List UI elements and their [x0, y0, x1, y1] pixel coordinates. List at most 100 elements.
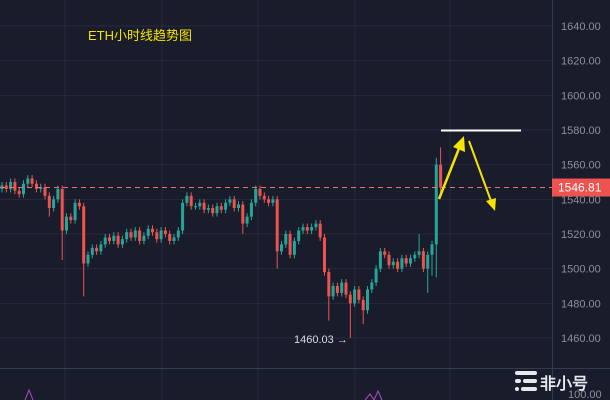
candle-up	[194, 206, 197, 208]
candle-up	[112, 235, 116, 241]
candle-down	[17, 190, 21, 195]
candle-up	[284, 233, 288, 245]
candle-up	[314, 223, 318, 228]
candle-up	[271, 199, 275, 203]
candle-up	[22, 183, 25, 195]
candle-down	[155, 232, 159, 240]
candle-up	[391, 261, 395, 266]
y-tick-label: 1640.00	[561, 21, 601, 33]
y-tick-label: 1580.00	[561, 125, 601, 137]
watermark-text: 非小号	[540, 374, 588, 393]
candle-up	[26, 178, 30, 184]
candle-up	[172, 237, 176, 241]
candle-down	[77, 202, 81, 207]
candle-up	[417, 251, 421, 255]
candle-down	[439, 164, 443, 188]
y-tick-label: 1500.00	[561, 264, 601, 276]
candle-down	[267, 199, 271, 203]
candle-up	[99, 244, 103, 252]
candle-down	[43, 187, 47, 196]
y-tick-label: 1620.00	[561, 56, 601, 68]
candle-up	[142, 235, 146, 241]
candle-up	[430, 244, 434, 255]
y-axis[interactable]: 1640.00 1620.00 1600.00 1580.00 1560.00 1540.…	[561, 21, 601, 345]
candle-down	[241, 204, 245, 224]
candle-up	[120, 239, 124, 245]
candle-down	[305, 227, 309, 231]
candle-up	[292, 240, 296, 255]
candle-up	[434, 164, 438, 245]
last-price-label: 1546.81	[558, 181, 602, 195]
candle-down	[361, 299, 365, 311]
candle-down	[189, 195, 193, 207]
candle-up	[426, 254, 430, 269]
candle-down	[383, 251, 387, 255]
candle-up	[340, 282, 344, 293]
candle-up	[39, 187, 43, 189]
candle-down	[116, 235, 120, 245]
candle-down	[211, 207, 215, 214]
candle-down	[138, 230, 142, 241]
y-tick-label: 1560.00	[561, 160, 601, 172]
grid-lines	[0, 0, 552, 400]
indicator-tick: 100.00	[568, 389, 602, 400]
candle-down	[288, 233, 292, 255]
candle-up	[65, 216, 68, 231]
candle-up	[245, 216, 249, 224]
y-tick-label: 1540.00	[561, 194, 601, 206]
candle-down	[348, 294, 352, 304]
candle-down	[357, 289, 361, 300]
candle-down	[404, 258, 408, 264]
candle-down	[318, 223, 322, 238]
candle-up	[301, 227, 305, 231]
candle-down	[344, 282, 348, 295]
candle-down	[335, 285, 339, 293]
candle-down	[232, 199, 236, 208]
candle-down	[34, 183, 38, 189]
candle-down	[323, 237, 326, 273]
candle-up	[52, 199, 56, 208]
candle-up	[413, 254, 417, 259]
candle-down	[258, 188, 262, 196]
candle-up	[206, 207, 210, 210]
y-tick-label: 1600.00	[561, 90, 601, 102]
candle-down	[95, 247, 99, 252]
candle-up	[9, 181, 13, 189]
candle-up	[181, 202, 185, 231]
candle-up	[224, 202, 228, 210]
last-price-tag: 1546.81	[552, 178, 610, 197]
chart-title: ETH小时线趋势图	[88, 28, 192, 43]
candle-down	[421, 251, 425, 269]
candle-up	[370, 282, 374, 290]
candle-up	[353, 289, 357, 304]
up-arrow-annotation	[437, 136, 465, 200]
candle-up	[198, 202, 202, 207]
candle-down	[13, 181, 17, 191]
candle-up	[73, 202, 77, 221]
candle-up	[176, 230, 180, 238]
candle-up	[228, 199, 232, 203]
candle-up	[237, 204, 240, 208]
candle-up	[310, 227, 314, 231]
candle-down	[151, 228, 154, 233]
candle-up	[185, 195, 189, 203]
candle-down	[47, 195, 51, 208]
candle-up	[56, 188, 60, 200]
candle-down	[30, 178, 34, 184]
candle-down	[219, 206, 223, 210]
candle-up	[297, 230, 301, 241]
candle-up	[280, 244, 283, 252]
candle-up	[86, 254, 90, 264]
candles	[0, 147, 443, 338]
indicator-line	[24, 388, 34, 400]
candle-up	[366, 289, 369, 311]
candle-up	[254, 188, 258, 203]
candle-down	[4, 185, 8, 189]
candle-up	[125, 232, 129, 240]
y-tick-label: 1480.00	[561, 298, 601, 310]
candle-down	[60, 188, 64, 231]
candle-up	[378, 251, 382, 269]
candle-down	[108, 237, 111, 241]
candle-up	[146, 228, 150, 236]
